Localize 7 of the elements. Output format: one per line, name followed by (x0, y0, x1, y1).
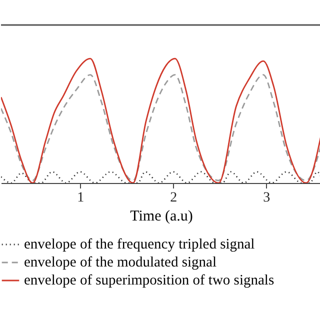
x-tick-label: 3 (263, 190, 270, 206)
x-tick-label: 1 (77, 190, 84, 206)
legend-label: envelope of superimposition of two signals (24, 272, 274, 288)
x-axis-title: Time (a.u) (130, 208, 193, 224)
legend-label: envelope of the frequency tripled signal (24, 236, 255, 252)
legend-label: envelope of the modulated signal (24, 254, 216, 270)
x-tick-label: 2 (170, 190, 178, 206)
